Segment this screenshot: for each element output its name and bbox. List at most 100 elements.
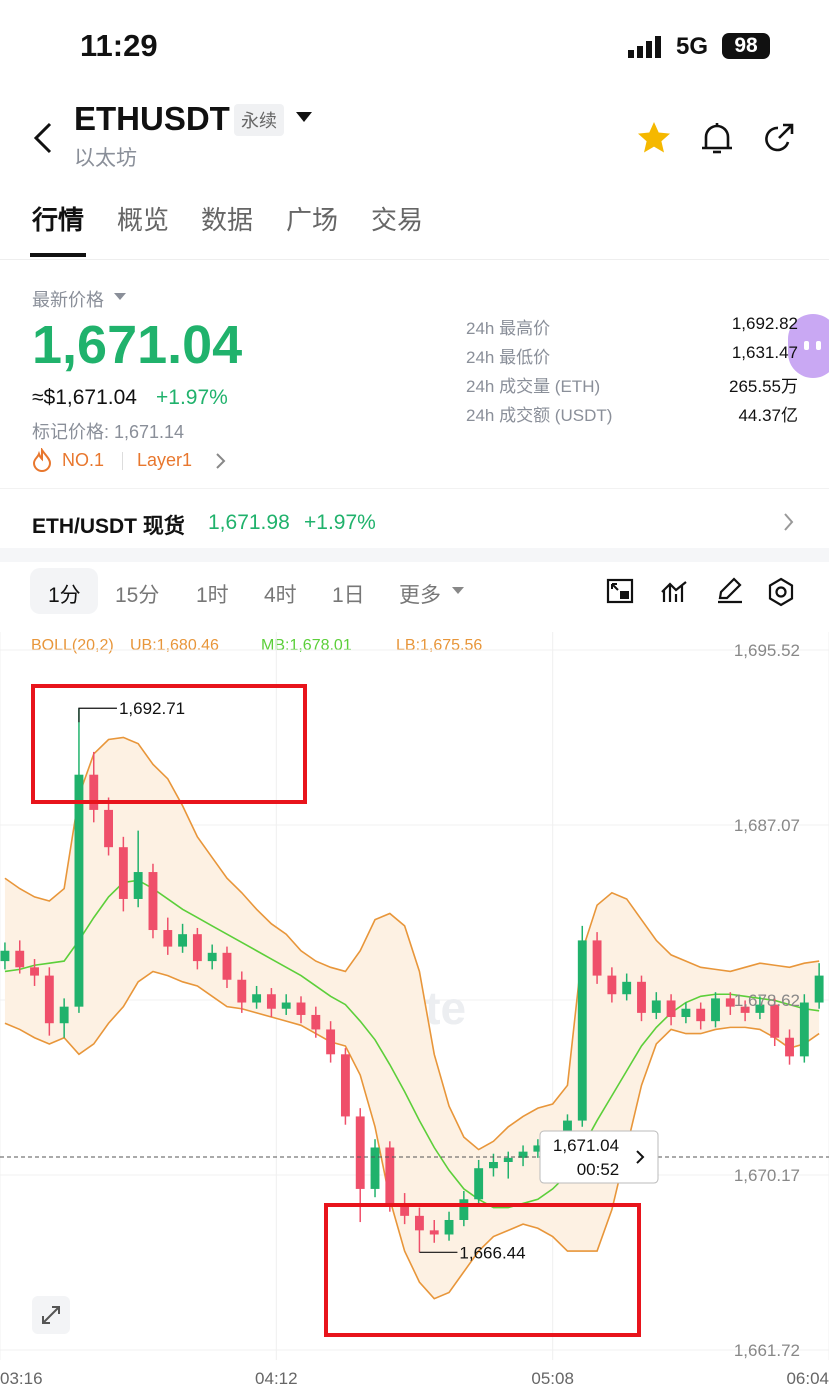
candle-body: [666, 1000, 676, 1018]
candle-body: [30, 967, 39, 976]
tab[interactable]: 行情: [32, 205, 85, 235]
divider: [0, 488, 829, 489]
back-button[interactable]: [30, 120, 56, 156]
chart-tools[interactable]: [604, 576, 804, 608]
candle-body: [622, 981, 632, 995]
stat-value: 44.37亿: [738, 406, 798, 425]
x-tick-label: 06:04: [786, 1369, 829, 1388]
tab-indicator: [30, 253, 86, 257]
interval[interactable]: 15分: [115, 584, 160, 607]
candle-body: [725, 998, 735, 1007]
candle-body: [770, 1004, 780, 1038]
candle-body: [518, 1151, 528, 1158]
y-tick-label: 1,661.72: [734, 1341, 800, 1360]
candle-body: [74, 774, 84, 1007]
interval[interactable]: 更多: [399, 584, 441, 607]
stat-value: 1,692.82: [731, 314, 798, 333]
boll-lb: LB:1,675.56: [396, 637, 482, 654]
battery: 98: [722, 33, 770, 59]
sector-tag[interactable]: Layer1: [137, 450, 193, 470]
candle-body: [696, 1008, 706, 1022]
kline-chart: BOLL(20,2) UB:1,680.46 MB:1,678.01 LB:1,…: [0, 632, 829, 1388]
candle-body: [799, 1002, 809, 1057]
tab[interactable]: 数据: [201, 205, 254, 235]
assistant-bubble[interactable]: [788, 314, 829, 378]
candle-body: [370, 1147, 380, 1189]
interval[interactable]: 1日: [332, 584, 365, 607]
candle-body: [340, 1054, 350, 1117]
y-tick-label: 1,687.07: [734, 816, 800, 835]
high-label: 1,692.71: [119, 699, 185, 718]
more-arrow[interactable]: [452, 586, 464, 596]
interval[interactable]: 4时: [264, 584, 297, 607]
boll-mb: MB:1,678.01: [261, 637, 352, 654]
subtitle: 以太坊: [74, 147, 137, 170]
tag-divider: [122, 452, 123, 470]
candle-body: [563, 1120, 572, 1138]
share-button[interactable]: [762, 122, 796, 156]
candle-body: [266, 994, 276, 1009]
candle-body: [474, 1168, 484, 1200]
candle-body: [681, 1008, 691, 1018]
candle-body: [740, 1006, 750, 1013]
interval-active-bg: [30, 568, 98, 614]
tab[interactable]: 交易: [371, 205, 424, 235]
candle-body: [311, 1014, 321, 1030]
candle-body: [711, 998, 720, 1022]
candle-body: [222, 952, 232, 980]
tab[interactable]: 概览: [117, 205, 170, 235]
divider: [0, 259, 829, 260]
boll-lb-line: [4, 970, 820, 1300]
contract-tag: 永续: [234, 104, 284, 136]
candle-body: [785, 1037, 794, 1057]
y-tick-label: 1,670.17: [734, 1166, 800, 1185]
candle-body: [326, 1029, 336, 1055]
candle-body: [178, 934, 188, 947]
stat-value: 265.55万: [729, 377, 798, 396]
highlight-box: [31, 684, 307, 804]
candle-body: [296, 1002, 306, 1015]
interval[interactable]: 1时: [196, 584, 229, 607]
interval[interactable]: 1分: [48, 584, 81, 607]
candle-body: [15, 950, 25, 968]
status-time: 11:29: [80, 28, 158, 63]
candle-body: [385, 1147, 395, 1204]
candle-body: [237, 979, 247, 1003]
alert-bell[interactable]: [700, 120, 734, 158]
fire-icon: [32, 448, 52, 472]
stat-label: 24h 成交量 (ETH): [466, 377, 601, 396]
candle-body: [207, 952, 217, 962]
symbol: ETHUSDT: [74, 100, 230, 137]
signal-icon: [628, 36, 661, 58]
last-price-label: 1,671.04: [553, 1136, 619, 1155]
candle-body: [489, 1162, 498, 1169]
candle-body: [355, 1116, 365, 1189]
candle-body: [503, 1157, 513, 1163]
candle-body: [252, 994, 262, 1003]
price-label-arrow[interactable]: [114, 292, 126, 302]
dropdown-arrow[interactable]: [296, 112, 312, 124]
tab[interactable]: 广场: [286, 205, 339, 235]
spot-change: +1.97%: [304, 511, 376, 534]
stat-label: 24h 最高价: [466, 319, 551, 338]
candle-body: [400, 1203, 410, 1216]
candle-body: [755, 1004, 765, 1013]
rank-tag[interactable]: NO.1: [62, 450, 105, 470]
candle-body: [163, 930, 173, 947]
boll-label: BOLL(20,2): [31, 637, 114, 654]
candle-body: [607, 975, 617, 995]
candle-body: [444, 1219, 454, 1235]
spot-arrow[interactable]: [782, 512, 794, 532]
x-tick-label: 04:12: [255, 1369, 298, 1388]
tag-arrow: [216, 453, 226, 469]
candle-body: [533, 1145, 543, 1152]
spot-pair[interactable]: ETH/USDT 现货: [32, 515, 185, 538]
section-gap: [0, 548, 829, 562]
favorite-star[interactable]: [636, 120, 672, 156]
high-pointer: [78, 707, 117, 723]
candle-body: [89, 774, 99, 810]
candle-body: [118, 847, 128, 899]
boll-ub-line: [4, 736, 820, 1151]
spot-price: 1,671.98: [208, 511, 290, 534]
